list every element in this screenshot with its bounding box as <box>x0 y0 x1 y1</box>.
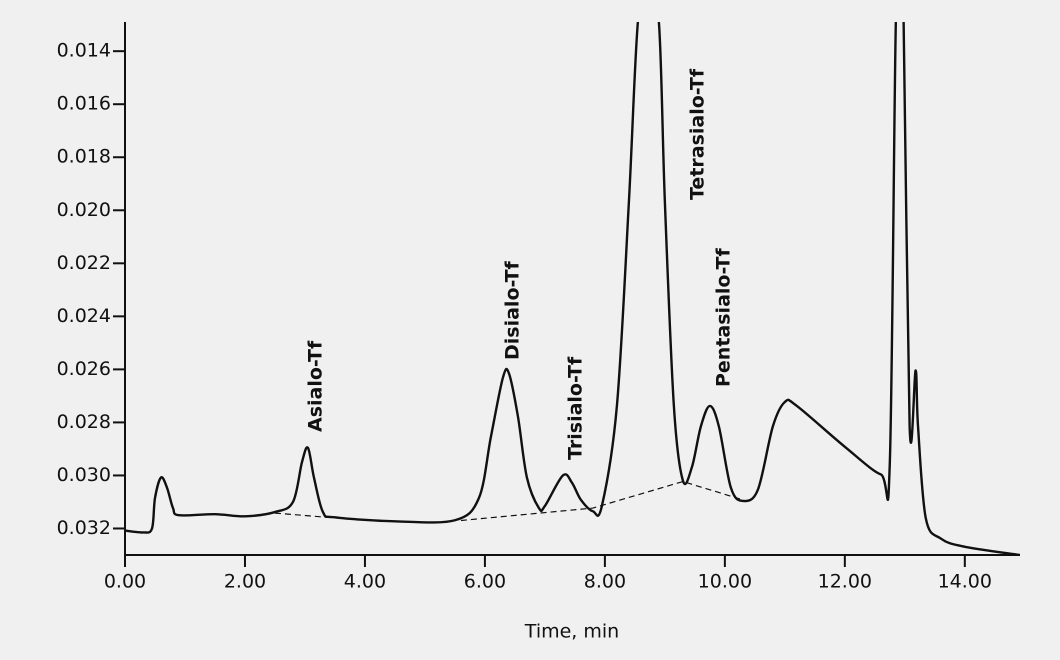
peak-label: Asialo-Tf <box>305 340 327 432</box>
y-tick-label: 0.026 <box>57 358 111 380</box>
x-tick-label: 10.00 <box>698 571 752 593</box>
y-tick-label: 0.028 <box>57 411 111 433</box>
y-tick-label: 0.016 <box>57 93 111 115</box>
y-tick-label: 0.014 <box>57 40 111 62</box>
y-tick-label: 0.032 <box>57 517 111 539</box>
x-tick-label: 8.00 <box>584 571 626 593</box>
x-tick-label: 14.00 <box>938 571 992 593</box>
x-tick-label: 4.00 <box>344 571 386 593</box>
x-tick-label: 12.00 <box>818 571 872 593</box>
y-tick-label: 0.018 <box>57 146 111 168</box>
x-tick-label: 6.00 <box>464 571 506 593</box>
x-axis-label: Time, min <box>524 621 619 643</box>
x-tick-label: 0.00 <box>104 571 146 593</box>
plot-area <box>125 22 1020 555</box>
y-tick-label: 0.030 <box>57 464 111 486</box>
peak-label: Tetrasialo-Tf <box>687 68 709 200</box>
baseline <box>274 480 744 522</box>
y-tick-label: 0.020 <box>57 199 111 221</box>
x-tick-label: 2.00 <box>224 571 266 593</box>
y-tick-label: 0.022 <box>57 252 111 274</box>
peak-label: Trisialo-Tf <box>565 356 587 460</box>
y-tick-label: 0.024 <box>57 305 111 327</box>
peak-label: Pentasialo-Tf <box>713 247 735 387</box>
peak-label: Disialo-Tf <box>502 260 524 360</box>
trace <box>125 22 1020 555</box>
